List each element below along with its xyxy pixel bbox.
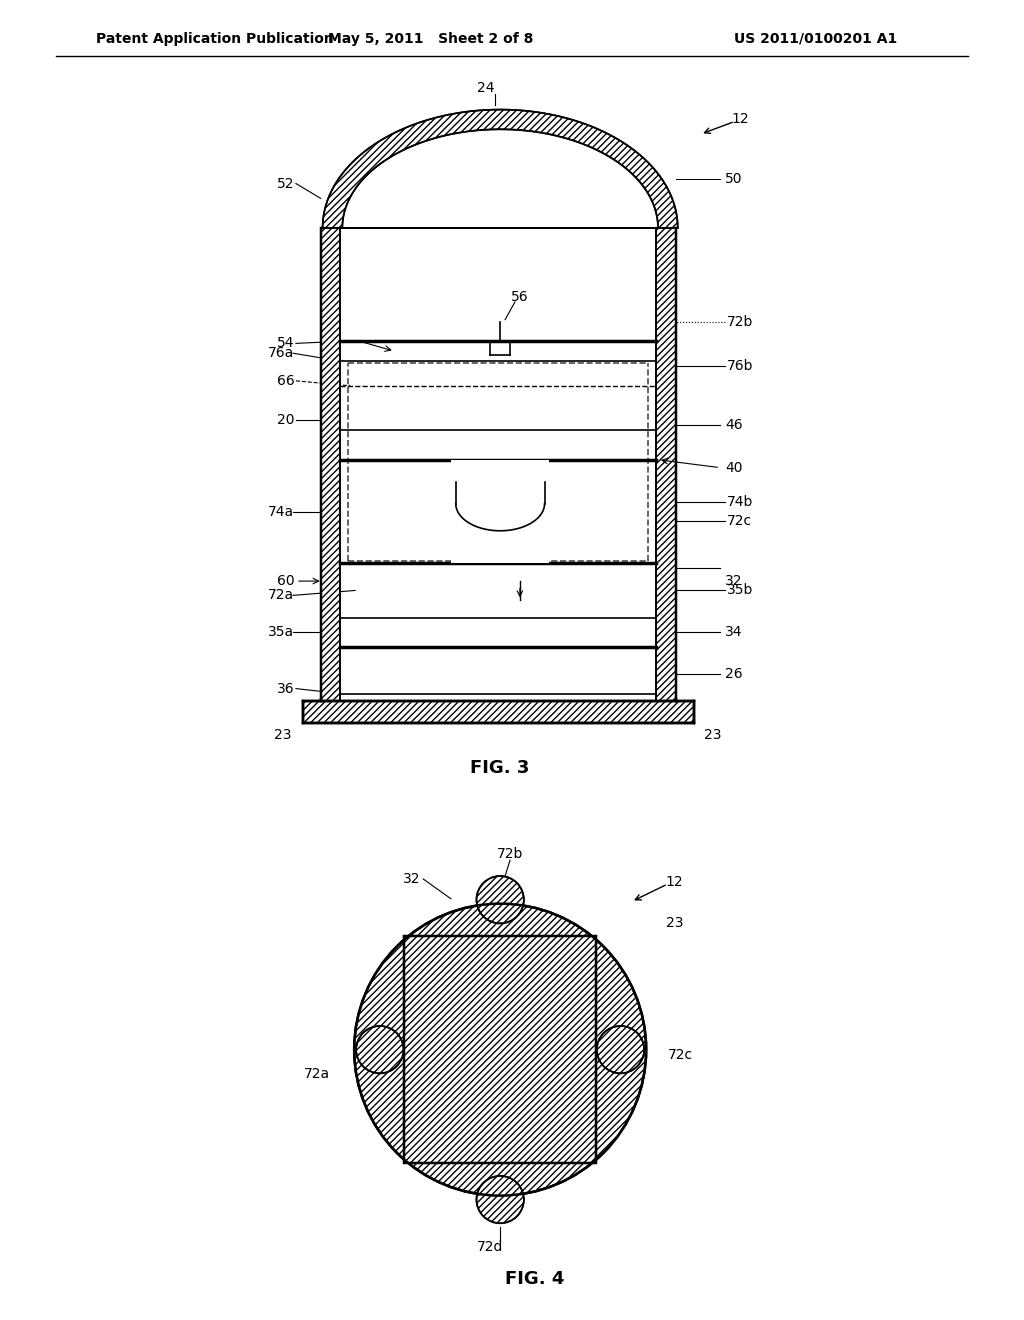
Text: 34: 34 bbox=[725, 626, 742, 639]
Text: 40: 40 bbox=[725, 461, 742, 475]
Text: 32: 32 bbox=[725, 574, 742, 589]
Text: 72d: 72d bbox=[477, 1239, 504, 1254]
Text: 12: 12 bbox=[665, 875, 683, 888]
Text: 23: 23 bbox=[274, 727, 292, 742]
Text: 26: 26 bbox=[725, 668, 742, 681]
Circle shape bbox=[476, 1176, 524, 1224]
Text: 52: 52 bbox=[278, 177, 295, 190]
Circle shape bbox=[476, 876, 524, 924]
Polygon shape bbox=[340, 129, 658, 228]
Text: 76a: 76a bbox=[268, 346, 294, 360]
Text: FIG. 4: FIG. 4 bbox=[505, 1270, 564, 1288]
Text: 72b: 72b bbox=[727, 314, 754, 329]
Text: 54: 54 bbox=[278, 337, 295, 350]
Bar bbox=[303, 701, 693, 723]
Text: 72b: 72b bbox=[497, 847, 523, 862]
Bar bbox=[404, 936, 596, 1163]
Text: 72c: 72c bbox=[727, 515, 753, 528]
Text: FIG. 3: FIG. 3 bbox=[470, 759, 529, 776]
Circle shape bbox=[597, 1026, 644, 1073]
Text: 20: 20 bbox=[278, 413, 295, 428]
Text: 32: 32 bbox=[402, 873, 420, 886]
Bar bbox=[321, 228, 340, 701]
Circle shape bbox=[476, 1176, 524, 1224]
Text: 72c: 72c bbox=[668, 1048, 693, 1061]
Circle shape bbox=[597, 1026, 644, 1073]
Text: May 5, 2011   Sheet 2 of 8: May 5, 2011 Sheet 2 of 8 bbox=[329, 32, 534, 46]
Circle shape bbox=[476, 876, 524, 924]
Text: 46: 46 bbox=[725, 418, 742, 432]
Text: 23: 23 bbox=[666, 916, 683, 931]
Text: 76b: 76b bbox=[727, 359, 754, 374]
Text: 74a: 74a bbox=[268, 504, 294, 519]
Text: 36: 36 bbox=[278, 681, 295, 696]
Text: 50: 50 bbox=[725, 172, 742, 186]
Circle shape bbox=[354, 904, 646, 1196]
Bar bbox=[340, 228, 656, 701]
Bar bbox=[404, 936, 596, 1163]
Text: 72a: 72a bbox=[268, 589, 294, 602]
Text: 24: 24 bbox=[476, 81, 495, 95]
Text: US 2011/0100201 A1: US 2011/0100201 A1 bbox=[734, 32, 897, 46]
Text: 72a: 72a bbox=[303, 1068, 330, 1081]
Text: 35b: 35b bbox=[727, 583, 754, 598]
Polygon shape bbox=[321, 110, 678, 228]
Text: Patent Application Publication: Patent Application Publication bbox=[95, 32, 334, 46]
Text: 35a: 35a bbox=[268, 626, 294, 639]
Text: 23: 23 bbox=[705, 727, 722, 742]
Text: 60: 60 bbox=[278, 574, 295, 589]
Text: 12: 12 bbox=[731, 112, 749, 127]
Bar bbox=[451, 459, 550, 564]
Text: 56: 56 bbox=[511, 290, 528, 304]
Bar bbox=[656, 228, 676, 701]
Text: 66: 66 bbox=[278, 374, 295, 388]
Text: 74b: 74b bbox=[727, 495, 754, 508]
Circle shape bbox=[356, 1026, 403, 1073]
Circle shape bbox=[356, 1026, 403, 1073]
